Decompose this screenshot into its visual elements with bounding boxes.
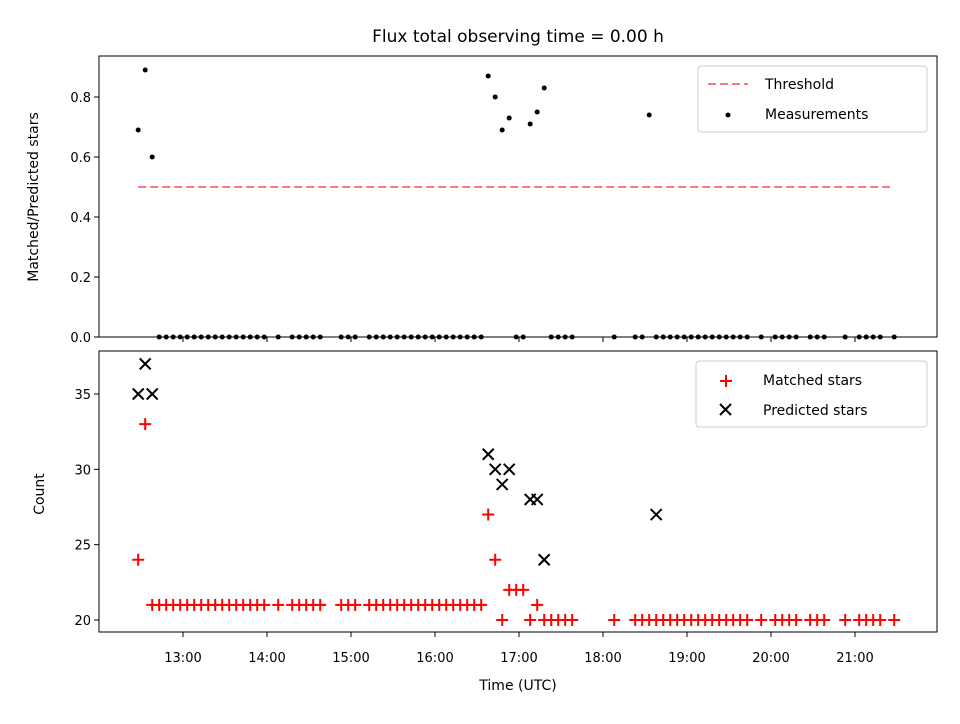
predicted-star-point	[502, 463, 516, 476]
predicted-star-point	[495, 478, 509, 491]
predicted-star-stroke	[649, 508, 663, 521]
legend-box	[695, 360, 928, 428]
matched-star-point	[496, 614, 509, 626]
y-axis-label-counts: Count	[32, 473, 48, 515]
predicted-star-stroke	[537, 553, 551, 566]
matched-star-point	[524, 614, 537, 626]
y-axis-label-ratio: Matched/Predicted stars	[26, 112, 42, 282]
matched-star-point	[258, 598, 271, 611]
predicted-star-point	[530, 493, 544, 506]
measurement-point	[527, 121, 533, 127]
predicted-star-stroke	[488, 463, 502, 476]
x-axis-label: Time (UTC)	[478, 678, 556, 694]
matched-star-point	[349, 598, 362, 611]
measurement-point	[534, 109, 540, 115]
legend-matched-swatch	[720, 375, 732, 387]
x-tick-label: 13:00	[164, 651, 201, 666]
legend-measurements-swatch	[725, 112, 731, 118]
y-tick-label: 0.4	[70, 211, 91, 226]
legend-matched-label: Matched stars	[763, 373, 862, 389]
legend-measurements-label: Measurements	[765, 107, 868, 123]
y-tick-label: 25	[74, 539, 91, 554]
predicted-star-point	[537, 553, 551, 566]
y-tick-label: 0.2	[70, 271, 91, 286]
plot-area-counts	[131, 357, 901, 626]
x-tick-label: 16:00	[416, 651, 453, 666]
legend-predicted-label: Predicted stars	[763, 403, 868, 419]
panel-ratio: Flux total observing time = 0.00 h 0.00.…	[26, 27, 938, 346]
matched-star-point	[790, 614, 803, 626]
matched-star-point	[741, 614, 754, 626]
y-ticks-ratio: 0.0 0.2 0.4 0.6 0.8	[70, 91, 99, 346]
x-ticks-ratio	[182, 337, 856, 342]
x-tick-label: 19:00	[668, 651, 705, 666]
predicted-star-stroke	[530, 493, 544, 506]
legend-ratio: Threshold Measurements	[697, 65, 928, 133]
measurement-point	[506, 115, 512, 121]
measurement-point	[135, 127, 141, 133]
matched-star-point	[608, 614, 621, 626]
y-tick-label: 0.0	[70, 331, 91, 346]
measurement-point	[149, 154, 155, 160]
predicted-star-point	[481, 448, 495, 461]
matched-star-point	[517, 583, 530, 596]
measurement-point	[142, 67, 148, 73]
predicted-star-stroke	[131, 387, 145, 401]
matched-star-point	[482, 508, 495, 521]
x-tick-label: 18:00	[584, 651, 621, 666]
x-ticks-counts: 13:00 14:00 15:00 16:00 17:00 18:00 19:00 20:00…	[164, 632, 874, 666]
x-tick-label: 15:00	[332, 651, 369, 666]
x-tick-label: 17:00	[500, 651, 537, 666]
predicted-star-stroke	[481, 448, 495, 461]
x-tick-label: 20:00	[752, 651, 789, 666]
chart-title: Flux total observing time = 0.00 h	[372, 27, 664, 47]
matched-star-point	[755, 614, 768, 626]
measurement-point	[485, 73, 491, 79]
matched-star-point	[888, 614, 901, 626]
predicted-star-point	[145, 387, 159, 401]
y-tick-label: 20	[74, 614, 91, 629]
y-tick-label: 30	[74, 463, 91, 478]
predicted-star-point	[649, 508, 663, 521]
matched-star-point	[132, 553, 145, 566]
measurement-point	[646, 112, 652, 118]
axes-frame-ratio	[98, 55, 938, 338]
predicted-star-point	[131, 387, 145, 401]
x-tick-label: 14:00	[248, 651, 285, 666]
measurement-point	[541, 85, 547, 91]
legend-predicted-swatch	[719, 403, 732, 416]
matched-star-point	[489, 553, 502, 566]
predicted-star-stroke	[502, 463, 516, 476]
matched-star-point	[139, 418, 152, 431]
predicted-star-point	[138, 357, 152, 371]
predicted-star-stroke	[145, 387, 159, 401]
legend-box	[697, 65, 928, 133]
matched-star-point	[531, 598, 544, 611]
predicted-star-point	[488, 463, 502, 476]
predicted-star-stroke	[138, 357, 152, 371]
matched-star-point	[314, 598, 327, 611]
y-tick-label: 0.8	[70, 91, 91, 106]
legend-threshold-label: Threshold	[764, 77, 834, 93]
matched-star-point	[818, 614, 831, 626]
matched-star-point	[566, 614, 579, 626]
matched-star-point	[475, 598, 488, 611]
axes-frame-counts	[98, 350, 938, 633]
legend-counts: Matched stars Predicted stars	[695, 360, 928, 428]
matched-star-point	[839, 614, 852, 626]
y-tick-label: 0.6	[70, 151, 91, 166]
predicted-star-stroke	[495, 478, 509, 491]
y-ticks-counts: 20 25 30 35	[74, 388, 99, 629]
measurement-point	[492, 94, 498, 100]
y-tick-label: 35	[74, 388, 91, 403]
x-tick-label: 21:00	[836, 651, 873, 666]
matched-star-point	[874, 614, 887, 626]
matched-star-point	[272, 598, 285, 611]
measurement-point	[499, 127, 505, 133]
